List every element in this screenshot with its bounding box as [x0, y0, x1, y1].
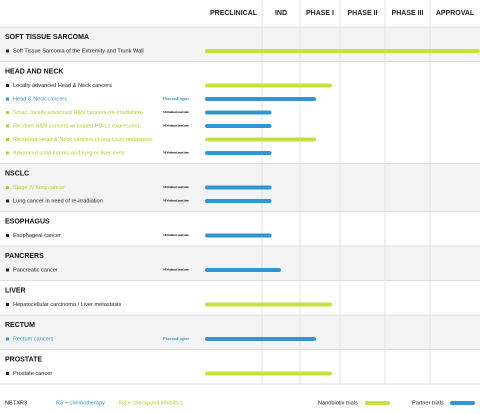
- bullet: [6, 97, 9, 101]
- trial-bar: [205, 151, 272, 155]
- bullet: [6, 234, 9, 237]
- partner-logo: PharmaEngine: [163, 97, 189, 101]
- bullet: [6, 268, 9, 272]
- bullet: [6, 303, 9, 306]
- indication: Soft Tissue Sarcoma of the Extremity and…: [13, 48, 144, 54]
- phase-header: PHASE III: [392, 10, 424, 17]
- section-title: HEAD AND NECK: [5, 68, 63, 75]
- indication: Stage IV lung cancer: [13, 185, 65, 191]
- partner-logo: MD Anderson Cancer Center: [163, 233, 190, 237]
- legend-group: R3 + checkpoint inhibitors: [119, 400, 183, 406]
- bullet: [6, 138, 9, 141]
- indication: Hepatocellular carcinoma / Liver metasta…: [13, 302, 121, 308]
- section-bg: [0, 349, 480, 384]
- phase-header: PHASE I: [306, 10, 334, 17]
- partner-logo: MD Anderson Cancer Center: [163, 110, 190, 114]
- section-bg: [0, 246, 480, 281]
- section-bg: [0, 27, 480, 62]
- phase-header: IND: [275, 10, 287, 17]
- indication: Head & Neck cancers: [13, 96, 67, 102]
- trial-bar: [205, 137, 316, 142]
- partner-logo: MD Anderson Cancer Center: [163, 185, 190, 189]
- trial-bar: [205, 110, 272, 115]
- trial-bar: [205, 124, 272, 128]
- indication: Pancreatic cancer: [13, 267, 58, 273]
- legend-group: R3 + chemotherapy: [56, 400, 105, 406]
- indication: Rec/met H&N cancers w/ limited PD-L1 exp…: [13, 123, 139, 129]
- legend-swatch: [450, 401, 475, 405]
- section-title: PROSTATE: [5, 356, 42, 363]
- partner-logo: MD Anderson Cancer Center: [163, 151, 190, 155]
- trial-bar: [205, 302, 332, 307]
- indication: Recurrent Head & Neck cancers / Lung-Liv…: [13, 137, 153, 143]
- indication: Esophageal cancer: [13, 233, 61, 239]
- trial-bar: [205, 83, 332, 88]
- trial-bar: [205, 49, 480, 53]
- indication: Locally advanced Head & Neck cancers: [13, 83, 112, 89]
- indication: Prostate cancer: [13, 371, 52, 377]
- legend-group: NBTXR3: [5, 400, 27, 406]
- bullet: [6, 186, 9, 189]
- bullet: [6, 124, 9, 128]
- trial-bar: [205, 233, 272, 238]
- phase-header: APPROVAL: [436, 10, 475, 17]
- legend-swatch: [365, 401, 390, 405]
- partner-logo: MD Anderson Cancer Center: [163, 199, 190, 203]
- section-title: NSCLC: [5, 170, 29, 177]
- indication: Advanced solid tumors and lung or liver …: [13, 150, 125, 156]
- section-title: ESOPHAGUS: [5, 218, 50, 225]
- bullet: [6, 199, 9, 203]
- indication: Rectum cancers: [13, 336, 54, 342]
- section-title: LIVER: [5, 287, 26, 294]
- indication: Lung cancer in need of re-irradiation: [13, 198, 103, 204]
- phase-header: PRECLINICAL: [210, 10, 258, 17]
- phase-header: PHASE II: [348, 10, 378, 17]
- section-bg: [0, 280, 480, 315]
- trial-bar: [205, 199, 272, 203]
- section-title: PANCRERS: [5, 253, 44, 260]
- section-title: SOFT TISSUE SARCOMA: [5, 34, 89, 41]
- trial-bar: [205, 371, 332, 376]
- legend-trial: Nanobiotix trials: [318, 400, 358, 406]
- bullet: [6, 372, 9, 375]
- partner-logo: PharmaEngine: [163, 337, 189, 341]
- trial-bar: [205, 185, 272, 190]
- bullet: [6, 151, 9, 155]
- indication: Smac, locally advanced H&N cancers (re-i…: [13, 110, 143, 116]
- bullet: [6, 111, 9, 114]
- trial-bar: [205, 97, 316, 101]
- bullet: [6, 84, 9, 87]
- bullet: [6, 49, 9, 53]
- partner-logo: MD Anderson Cancer Center: [163, 124, 190, 128]
- trial-bar: [205, 337, 316, 341]
- section-bg: [0, 211, 480, 246]
- bullet: [6, 337, 9, 341]
- section-title: RECTUM: [5, 322, 35, 329]
- section-bg: [0, 315, 480, 350]
- legend-trial: Partner trials: [412, 400, 444, 406]
- partner-logo: MD Anderson Cancer Center: [163, 268, 190, 272]
- trial-bar: [205, 268, 281, 272]
